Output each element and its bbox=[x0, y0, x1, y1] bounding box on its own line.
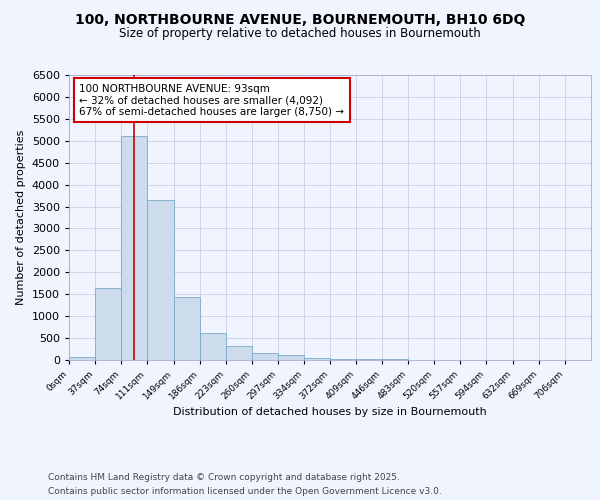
Bar bbox=[147, 200, 173, 360]
Bar bbox=[331, 358, 356, 360]
Bar bbox=[304, 358, 331, 360]
Bar bbox=[200, 333, 226, 360]
Bar bbox=[356, 358, 382, 360]
Bar bbox=[278, 354, 304, 360]
Text: Contains HM Land Registry data © Crown copyright and database right 2025.: Contains HM Land Registry data © Crown c… bbox=[48, 472, 400, 482]
Text: 100, NORTHBOURNE AVENUE, BOURNEMOUTH, BH10 6DQ: 100, NORTHBOURNE AVENUE, BOURNEMOUTH, BH… bbox=[75, 12, 525, 26]
Y-axis label: Number of detached properties: Number of detached properties bbox=[16, 130, 26, 305]
Bar bbox=[69, 356, 95, 360]
Text: Contains public sector information licensed under the Open Government Licence v3: Contains public sector information licen… bbox=[48, 488, 442, 496]
Bar bbox=[251, 353, 278, 360]
Bar bbox=[121, 136, 147, 360]
Bar bbox=[226, 346, 251, 360]
X-axis label: Distribution of detached houses by size in Bournemouth: Distribution of detached houses by size … bbox=[173, 406, 487, 416]
Text: 100 NORTHBOURNE AVENUE: 93sqm
← 32% of detached houses are smaller (4,092)
67% o: 100 NORTHBOURNE AVENUE: 93sqm ← 32% of d… bbox=[79, 84, 344, 116]
Text: Size of property relative to detached houses in Bournemouth: Size of property relative to detached ho… bbox=[119, 28, 481, 40]
Bar bbox=[173, 298, 200, 360]
Bar bbox=[95, 288, 121, 360]
